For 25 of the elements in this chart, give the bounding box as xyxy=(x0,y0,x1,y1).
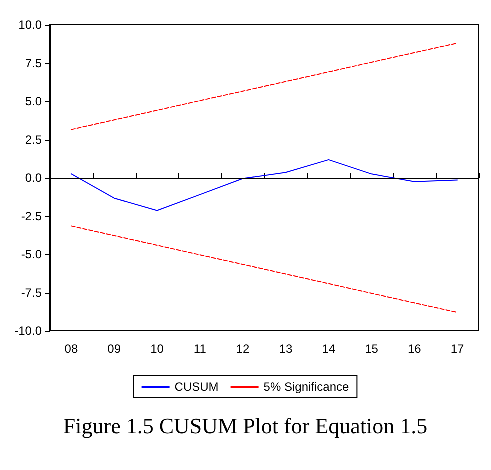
x-tick-label: 08 xyxy=(64,342,78,356)
y-tick-label: -7.5 xyxy=(21,286,42,300)
y-tick-label: -5.0 xyxy=(21,248,42,262)
x-tick-label: 16 xyxy=(408,342,422,356)
y-tick-label: -2.5 xyxy=(21,209,42,224)
x-tick-label: 12 xyxy=(236,342,250,356)
x-tick-label: 14 xyxy=(322,342,336,356)
y-tick-label: 7.5 xyxy=(25,56,42,70)
y-tick-label: 2.5 xyxy=(25,132,42,147)
legend-label: 5% Significance xyxy=(264,380,350,394)
x-tick-label: 11 xyxy=(194,342,207,356)
text: Figure 1.5 CUSUM Plot for Equation 1.5 xyxy=(63,414,428,438)
line-series xyxy=(70,159,458,212)
y-tick-label: 5.0 xyxy=(25,94,42,108)
x-tick-label: 13 xyxy=(279,342,293,356)
legend-label: CUSUM xyxy=(174,380,219,394)
y-tick-label: 0.0 xyxy=(25,171,42,185)
line-series xyxy=(70,42,458,130)
x-tick-label: 17 xyxy=(450,342,465,356)
y-tick-label: 10.0 xyxy=(18,18,42,32)
y-tick-label: -10.0 xyxy=(14,324,42,338)
line-series xyxy=(70,226,458,314)
x-tick-label: 10 xyxy=(150,342,164,356)
x-tick-label: 09 xyxy=(108,342,122,356)
x-tick-label: 15 xyxy=(365,342,379,356)
